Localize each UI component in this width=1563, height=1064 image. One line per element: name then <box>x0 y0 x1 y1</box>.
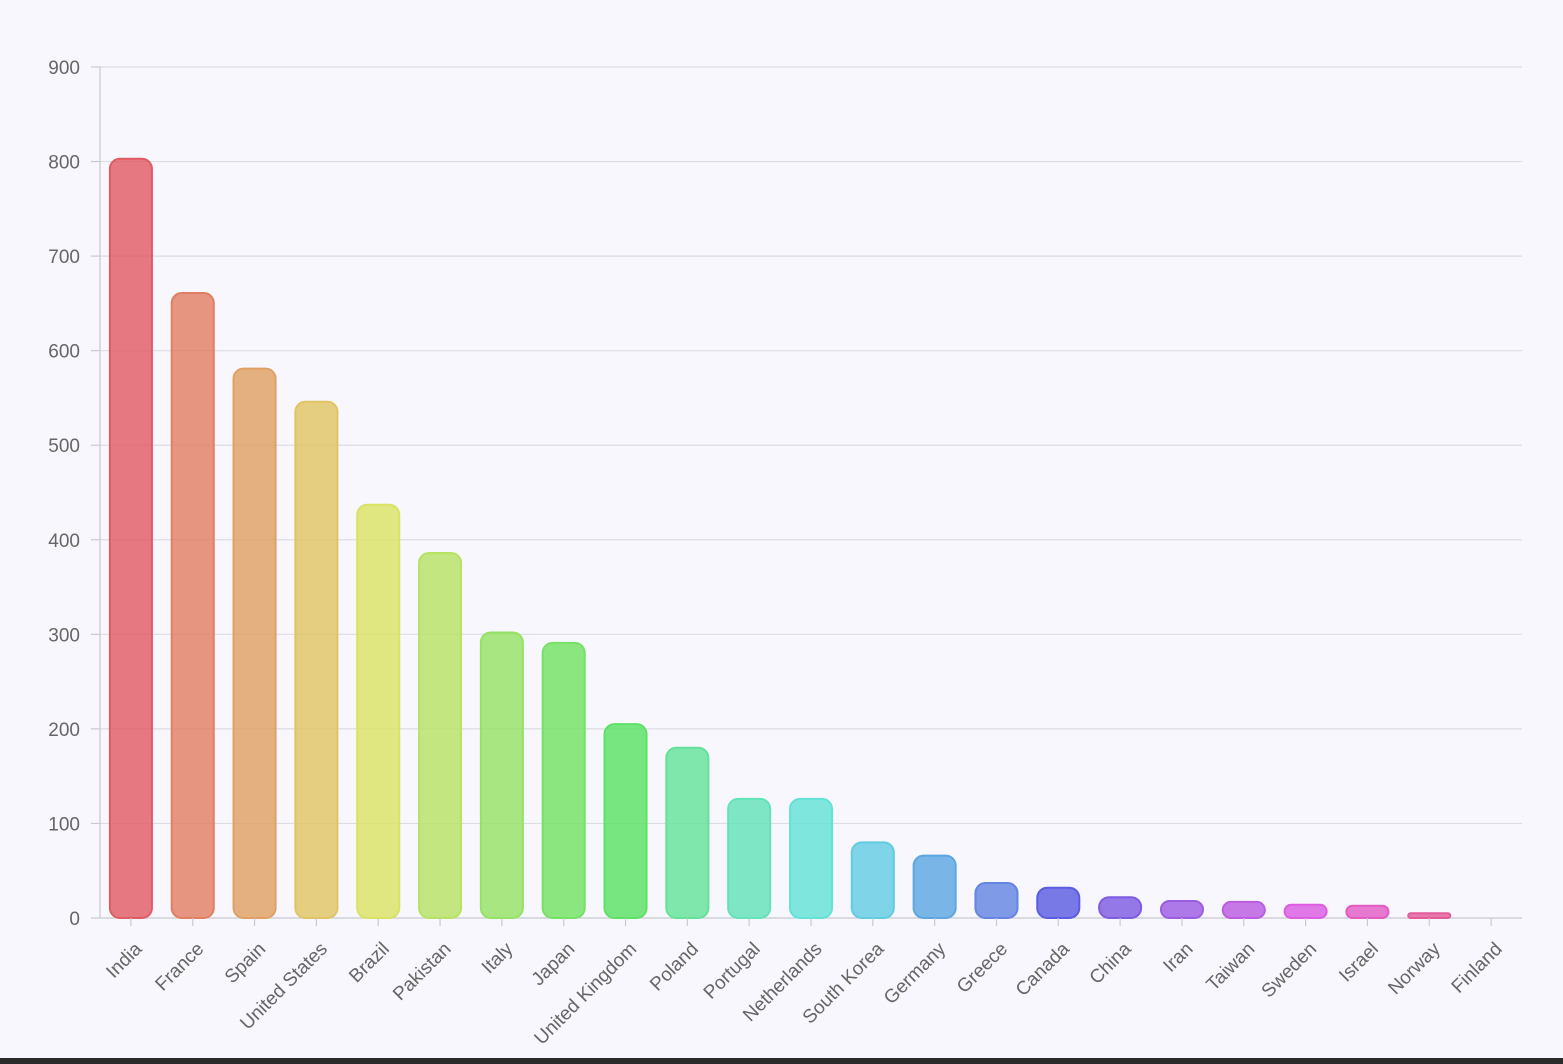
x-tick-label: Brazil <box>345 939 393 987</box>
x-tick-label: France <box>152 939 209 996</box>
y-tick-label: 400 <box>48 531 80 552</box>
bar-israel[interactable] <box>1345 904 1390 919</box>
bar-iran[interactable] <box>1159 899 1204 919</box>
bar-spain[interactable] <box>232 367 277 920</box>
x-tick-label: Iran <box>1159 939 1197 977</box>
bar-norway[interactable] <box>1407 912 1452 919</box>
y-tick-label: 500 <box>48 436 80 457</box>
bar-poland[interactable] <box>665 746 710 919</box>
x-tick-label: Pakistan <box>389 939 455 1005</box>
x-tick-label: Greece <box>953 939 1012 998</box>
x-tick-label: India <box>102 938 146 982</box>
bars <box>108 157 1452 920</box>
bar-portugal[interactable] <box>727 797 772 919</box>
x-tick-label: Taiwan <box>1203 939 1260 996</box>
x-tick-label: Norway <box>1384 938 1445 999</box>
x-tick-label: Canada <box>1012 938 1074 1000</box>
y-tick-label: 100 <box>48 814 80 835</box>
y-tick-label: 700 <box>48 247 80 268</box>
bar-netherlands[interactable] <box>788 797 834 919</box>
x-tick-label: Italy <box>478 938 518 978</box>
window-bottom-edge <box>0 1058 1563 1064</box>
x-tick-label: Portugal <box>700 939 765 1004</box>
x-tick-label: Israel <box>1335 939 1383 987</box>
bar-india[interactable] <box>108 157 153 920</box>
x-tick-label: Germany <box>880 938 950 1008</box>
x-tick-label: Sweden <box>1258 939 1321 1002</box>
bar-united-kingdom[interactable] <box>603 723 648 920</box>
bar-japan[interactable] <box>541 641 586 919</box>
bar-brazil[interactable] <box>356 503 401 919</box>
bar-taiwan[interactable] <box>1221 900 1266 919</box>
bar-united-states[interactable] <box>294 400 339 919</box>
bar-greece[interactable] <box>974 882 1019 920</box>
y-tick-label: 900 <box>48 58 80 79</box>
bar-china[interactable] <box>1098 896 1143 919</box>
bar-italy[interactable] <box>479 631 524 919</box>
x-tick-label: Finland <box>1448 939 1507 998</box>
y-tick-label: 300 <box>48 625 80 646</box>
bar-pakistan[interactable] <box>418 552 463 919</box>
x-tick-label: Japan <box>528 939 579 990</box>
bar-sweden[interactable] <box>1283 903 1328 919</box>
y-tick-label: 0 <box>69 909 80 930</box>
x-tick-label: China <box>1086 938 1136 988</box>
x-tick-label: Poland <box>646 939 703 996</box>
y-tick-label: 600 <box>48 342 80 363</box>
x-tick-label: Spain <box>221 939 270 988</box>
y-axis-ticks: 0 100 200 300 400 500 600 700 800 900 <box>48 58 100 930</box>
y-tick-label: 800 <box>48 153 80 174</box>
bar-canada[interactable] <box>1036 886 1081 920</box>
bar-germany[interactable] <box>912 854 957 919</box>
bar-france[interactable] <box>170 291 215 919</box>
bar-south-korea[interactable] <box>850 841 895 919</box>
y-tick-label: 200 <box>48 720 80 741</box>
